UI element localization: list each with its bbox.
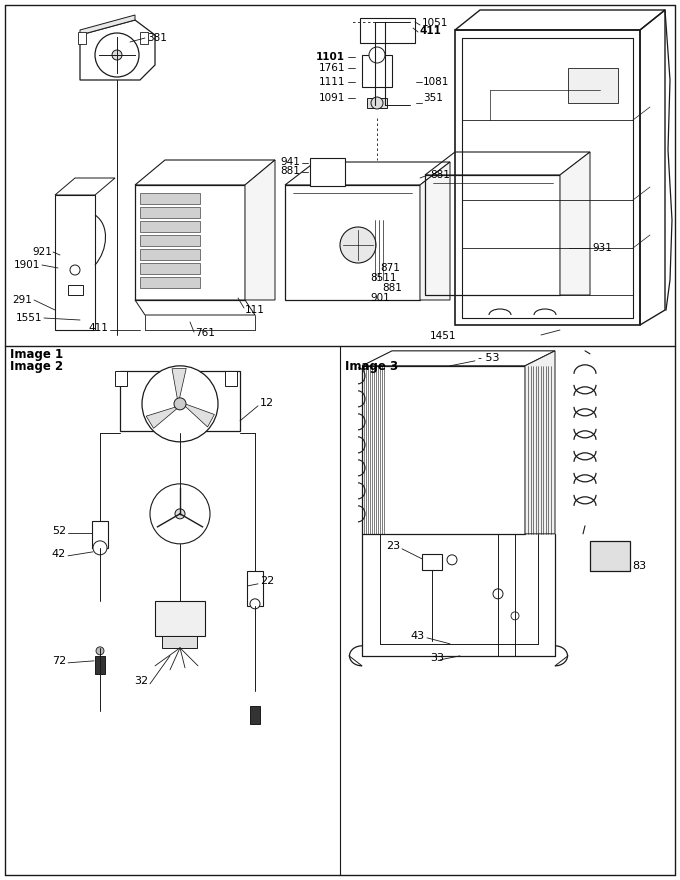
Circle shape — [96, 647, 104, 655]
Polygon shape — [245, 160, 275, 300]
Circle shape — [70, 265, 80, 275]
Bar — [115, 370, 127, 385]
Text: 83: 83 — [632, 561, 646, 571]
Circle shape — [175, 509, 185, 519]
Text: 1451: 1451 — [430, 331, 456, 341]
Bar — [95, 656, 105, 674]
Bar — [360, 18, 415, 43]
Bar — [367, 98, 387, 108]
Bar — [140, 32, 148, 44]
Text: 111: 111 — [245, 305, 265, 315]
Text: 22: 22 — [260, 576, 274, 586]
Bar — [362, 55, 392, 87]
Circle shape — [93, 541, 107, 554]
Circle shape — [250, 598, 260, 609]
Bar — [68, 285, 83, 295]
Circle shape — [369, 47, 385, 63]
Text: 351: 351 — [423, 93, 443, 103]
Bar — [590, 541, 630, 571]
Text: 291: 291 — [12, 295, 32, 305]
Text: 23: 23 — [386, 541, 400, 551]
Text: 411: 411 — [420, 26, 442, 36]
Text: 941: 941 — [280, 157, 300, 167]
Bar — [155, 601, 205, 636]
Bar — [78, 32, 86, 44]
Bar — [140, 193, 200, 204]
Circle shape — [112, 50, 122, 60]
Polygon shape — [184, 404, 214, 427]
Text: Image 3: Image 3 — [345, 360, 398, 373]
Circle shape — [142, 366, 218, 442]
Text: 1091: 1091 — [319, 93, 345, 103]
Text: 1101: 1101 — [316, 52, 345, 62]
Text: 72: 72 — [52, 656, 66, 666]
Polygon shape — [172, 369, 186, 400]
Text: - 53: - 53 — [478, 353, 500, 363]
Bar — [92, 521, 108, 548]
Bar — [250, 706, 260, 724]
Circle shape — [371, 97, 383, 109]
Bar — [140, 207, 200, 218]
Circle shape — [150, 484, 210, 544]
Text: 1111: 1111 — [318, 77, 345, 87]
Bar — [140, 221, 200, 232]
Text: 381: 381 — [147, 33, 167, 43]
Text: 8511: 8511 — [370, 273, 396, 283]
Text: 411: 411 — [88, 323, 108, 333]
Circle shape — [511, 612, 519, 620]
Bar — [162, 636, 197, 648]
Bar — [225, 370, 237, 385]
Circle shape — [340, 227, 376, 263]
Bar — [120, 370, 240, 431]
Text: 931: 931 — [592, 243, 612, 253]
Circle shape — [95, 33, 139, 77]
Circle shape — [174, 398, 186, 410]
Text: Image 1: Image 1 — [10, 348, 63, 361]
Text: 1901: 1901 — [14, 260, 40, 270]
Circle shape — [493, 589, 503, 598]
Polygon shape — [560, 152, 590, 295]
Polygon shape — [525, 351, 555, 534]
Polygon shape — [146, 407, 177, 429]
Bar — [247, 571, 263, 605]
Text: 1761: 1761 — [318, 63, 345, 73]
Text: 43: 43 — [411, 631, 425, 641]
Text: 871: 871 — [380, 263, 400, 273]
Text: 52: 52 — [52, 526, 66, 536]
Bar — [140, 235, 200, 246]
Polygon shape — [420, 162, 450, 300]
Bar — [422, 554, 442, 570]
Bar — [568, 68, 618, 103]
Text: 881: 881 — [382, 283, 402, 293]
Bar — [140, 277, 200, 288]
Text: 42: 42 — [52, 549, 66, 559]
Text: 1551: 1551 — [16, 313, 42, 323]
Bar — [140, 263, 200, 274]
Text: 921: 921 — [32, 247, 52, 257]
Text: 901: 901 — [370, 293, 390, 303]
Text: 761: 761 — [195, 328, 215, 338]
Text: 881: 881 — [430, 170, 450, 180]
Bar — [310, 158, 345, 186]
Bar — [140, 249, 200, 260]
Circle shape — [447, 554, 457, 565]
Text: 881: 881 — [280, 166, 300, 176]
Text: 1051: 1051 — [422, 18, 448, 28]
Text: 1081: 1081 — [423, 77, 449, 87]
Polygon shape — [80, 15, 135, 35]
Text: 12: 12 — [260, 398, 274, 407]
Text: Image 2: Image 2 — [10, 360, 63, 373]
Text: 33: 33 — [430, 653, 444, 663]
Text: 32: 32 — [134, 676, 148, 686]
